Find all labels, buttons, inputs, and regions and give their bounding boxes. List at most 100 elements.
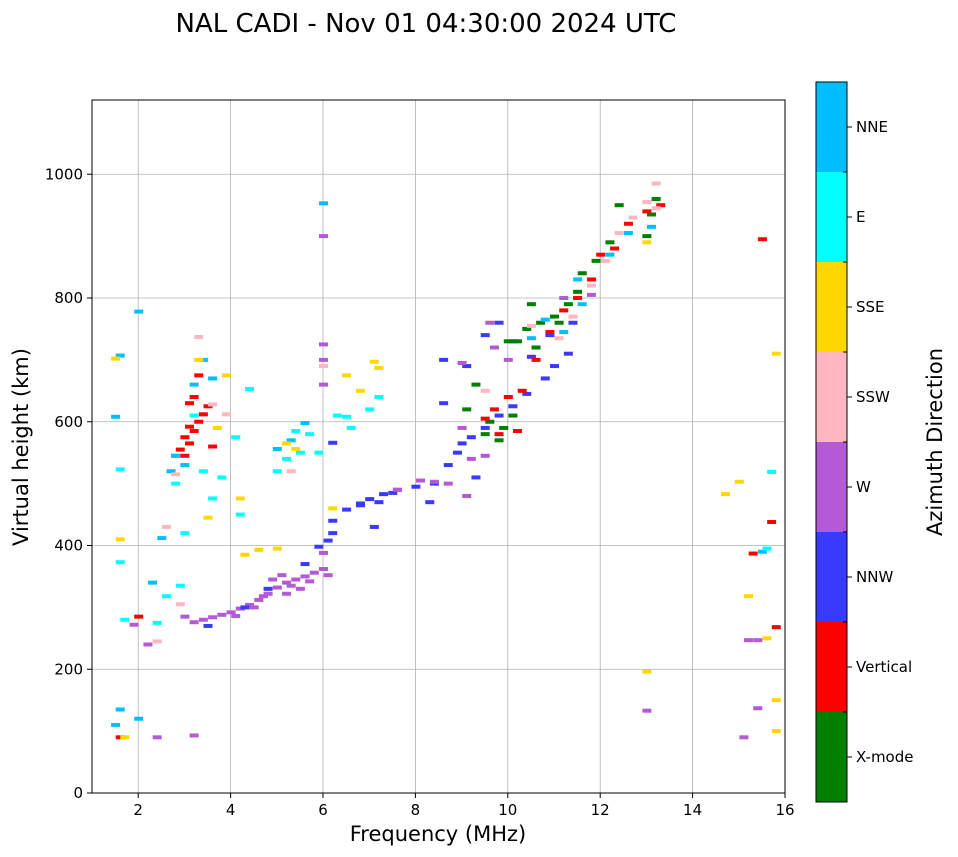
data-point [115,560,125,565]
data-point [642,200,652,205]
data-point [651,181,661,186]
data-point [231,435,241,440]
data-point [295,450,305,455]
data-point [208,444,218,449]
data-point [526,336,536,341]
data-point [503,339,513,344]
data-point [319,382,328,387]
colorbar-segment [816,532,847,622]
data-point [522,326,532,331]
data-point [198,469,208,474]
data-point [175,583,185,588]
data-point [536,320,546,325]
data-point [762,546,772,551]
data-point [480,432,490,437]
data-point [771,625,781,630]
data-point [757,549,767,554]
data-point [212,425,222,430]
data-point [471,382,481,387]
data-point [471,475,481,480]
data-point [614,203,624,208]
data-point [295,586,305,591]
colorbar-segment [816,712,847,802]
data-point [499,425,509,430]
data-point [642,669,652,674]
data-point [771,351,781,356]
data-point [198,617,208,622]
data-point [573,277,583,282]
data-point [240,605,250,610]
data-point [249,605,259,610]
data-point [466,435,476,440]
data-point [300,574,310,579]
data-point [526,323,536,328]
data-point [494,413,504,418]
data-point [651,197,661,201]
data-point [185,441,195,446]
data-point [503,395,513,399]
colorbar-label-item: Vertical [856,658,912,676]
x-tick-label: 12 [591,801,610,819]
data-point [748,551,758,556]
data-point [485,320,495,325]
data-point [319,550,328,555]
data-point [111,356,121,361]
data-point [628,215,638,220]
data-point [526,354,536,359]
data-point [614,231,624,236]
data-point [494,438,504,443]
data-point [263,586,273,591]
data-point [189,413,199,418]
colorbar: X-mode Vertical NNW W SSW SSE E NNE [815,81,913,803]
data-point [203,515,213,520]
colorbar-segment [816,262,847,352]
data-point [286,469,296,474]
data-point [480,453,490,458]
data-point [282,441,292,446]
data-point [240,552,250,557]
data-point [286,438,296,443]
data-point [568,314,578,319]
data-point [189,429,199,434]
data-point [489,345,499,350]
data-point [282,580,292,585]
data-point [508,413,518,418]
data-point [258,594,268,599]
data-point [328,518,338,523]
data-point [559,308,569,313]
data-point [300,562,310,567]
data-point [642,209,652,214]
data-point [443,463,453,468]
data-point [161,594,171,599]
data-point [157,536,167,541]
data-point [328,506,338,511]
data-point [171,453,181,458]
data-point [189,382,199,387]
data-point [586,277,596,282]
data-point [494,432,504,437]
data-point [305,579,315,584]
data-point [180,453,190,458]
data-point [180,463,190,468]
data-point [503,357,513,362]
data-point [508,404,518,409]
data-point [767,469,777,474]
data-point [457,441,467,446]
data-point [513,339,523,344]
x-tick-label: 2 [133,801,143,819]
data-point [208,376,218,381]
data-point [332,413,342,418]
data-point [762,636,772,641]
data-point [305,432,315,437]
data-point [319,201,328,206]
data-point [651,206,661,211]
data-point [235,512,245,517]
data-point [600,258,610,263]
data-point [208,402,218,407]
data-point [323,573,333,578]
data-point [194,373,204,378]
data-point [480,333,490,338]
data-point [319,364,328,369]
data-point [319,567,328,572]
data-point [180,435,190,440]
